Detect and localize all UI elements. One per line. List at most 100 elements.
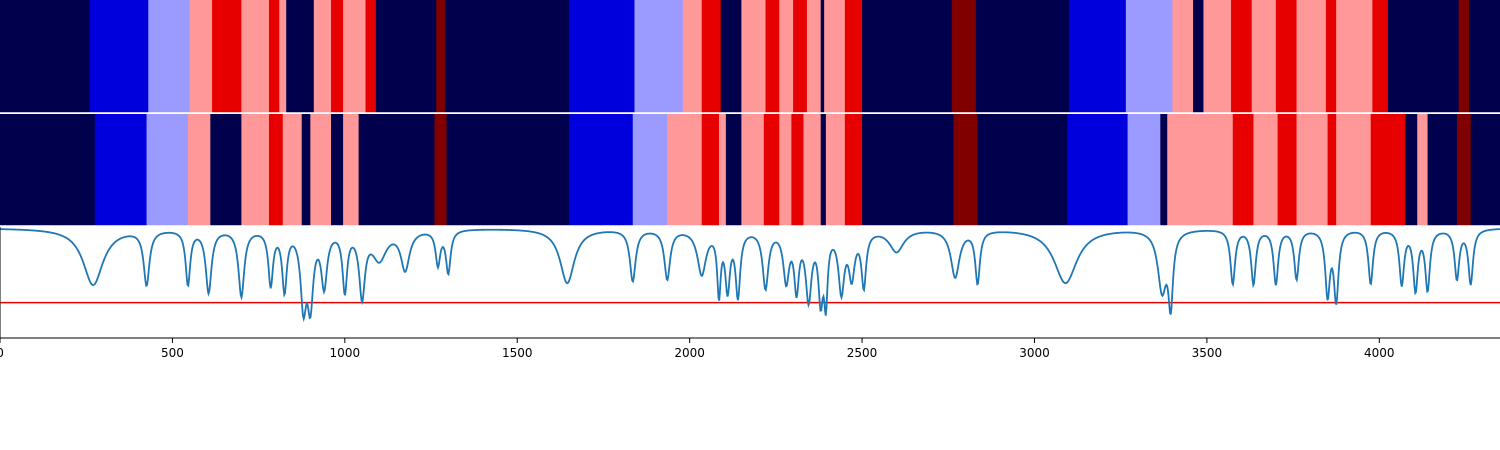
axes-group: 0 500 1000 1500 2000 2500 3000 3500 4000 <box>0 112 1500 360</box>
heatmap-2-segment <box>310 114 332 226</box>
heatmap-2-segment <box>718 114 727 226</box>
heatmap-2-segment <box>301 114 311 226</box>
heatmap-1-segment <box>0 0 91 113</box>
heatmap-2-segment <box>862 114 955 226</box>
x-tick-label: 500 <box>161 346 184 360</box>
heatmap-2-segment <box>632 114 668 226</box>
heatmap-1-segment <box>793 0 808 113</box>
heatmap-2-segment <box>825 114 846 226</box>
heatmap-1-segment <box>1251 0 1277 113</box>
heatmap-2-segment <box>779 114 792 226</box>
heatmap-2-segment <box>446 114 570 226</box>
x-tick-label: 0 <box>0 346 4 360</box>
heatmap-2-segment <box>1427 114 1458 226</box>
heatmap-2-segment <box>803 114 822 226</box>
lineplot-panel <box>0 227 1500 338</box>
heatmap-2-segment <box>725 114 742 226</box>
heatmap-2-segment <box>0 114 96 226</box>
heatmap-2-segment <box>434 114 448 226</box>
heatmap-2-segment <box>1232 114 1255 226</box>
heatmap-track-2 <box>0 114 1500 226</box>
heatmap-1-segment <box>820 0 825 113</box>
series-line <box>0 228 1500 323</box>
heatmap-1-segment <box>375 0 437 113</box>
heatmap-2-segment <box>282 114 303 226</box>
heatmap-2-segment <box>1253 114 1279 226</box>
x-tick-label: 3500 <box>1192 346 1223 360</box>
heatmap-2-segment <box>820 114 827 226</box>
x-tick-label: 2000 <box>674 346 705 360</box>
heatmap-2-segment <box>1160 114 1168 226</box>
heatmap-2-segment <box>977 114 1068 226</box>
heatmap-2-segment <box>1067 114 1129 226</box>
heatmap-2-segment <box>1456 114 1472 226</box>
heatmap-2-segment <box>358 114 436 226</box>
heatmap-2-segment <box>568 114 634 226</box>
x-tick-label: 1000 <box>330 346 361 360</box>
x-tick-label: 1500 <box>502 346 533 360</box>
heatmap-2-segment <box>701 114 720 226</box>
heatmap-1-segment <box>1125 0 1174 113</box>
heatmap-2-segment <box>331 114 344 226</box>
heatmap-2-segment <box>953 114 979 226</box>
heatmap-1-segment <box>806 0 822 113</box>
heatmap-1-segment <box>89 0 149 113</box>
heatmap-1-segment <box>148 0 191 113</box>
heatmap-2-segment <box>1296 114 1329 226</box>
heatmap-2-segment <box>1167 114 1234 226</box>
heatmap-2-segment <box>1277 114 1298 226</box>
heatmap-1-segment <box>1275 0 1298 113</box>
heatmap-1-segment <box>824 0 846 113</box>
heatmap-1-segment <box>1193 0 1205 113</box>
heatmap-1-segment <box>365 0 377 113</box>
heatmap-2-segment <box>1127 114 1161 226</box>
heatmap-1-segment <box>279 0 287 113</box>
x-ticks: 0 500 1000 1500 2000 2500 3000 3500 4000 <box>0 338 1395 360</box>
heatmap-1-segment <box>286 0 315 113</box>
heatmap-2-segment <box>1470 114 1500 226</box>
heatmap-1-segment <box>212 0 242 113</box>
heatmap-2-segment <box>791 114 805 226</box>
heatmap-2-segment <box>741 114 765 226</box>
heatmap-2-segment <box>844 114 863 226</box>
heatmap-1-segment <box>701 0 722 113</box>
heatmap-1-segment <box>189 0 213 113</box>
heatmap-1-segment <box>765 0 780 113</box>
heatmap-1-segment <box>682 0 703 113</box>
heatmap-2-segment <box>241 114 270 226</box>
heatmap-2-segment <box>763 114 780 226</box>
heatmap-1-segment <box>975 0 1070 113</box>
heatmap-1-segment <box>862 0 953 113</box>
heatmap-2-segment <box>1336 114 1372 226</box>
heatmap-2-segment <box>210 114 242 226</box>
heatmap-1-segment <box>313 0 332 113</box>
heatmap-1-segment <box>1068 0 1127 113</box>
heatmap-2-segment <box>146 114 189 226</box>
heatmap-1-segment <box>1468 0 1500 113</box>
heatmap-2-segment <box>187 114 211 226</box>
heatmap-2-segment <box>1417 114 1429 226</box>
heatmap-1-segment <box>779 0 794 113</box>
heatmap-1-segment <box>343 0 367 113</box>
heatmap-1-segment <box>568 0 636 113</box>
heatmap-2-segment <box>94 114 148 226</box>
heatmap-1-segment <box>1231 0 1253 113</box>
plot-background <box>0 227 1500 338</box>
heatmap-1-segment <box>444 0 570 113</box>
heatmap-track-1 <box>0 0 1500 113</box>
heatmap-1-segment <box>436 0 446 113</box>
heatmap-1-segment <box>268 0 280 113</box>
heatmap-1-segment <box>1203 0 1232 113</box>
heatmap-1-segment <box>1296 0 1327 113</box>
heatmap-1-segment <box>1325 0 1337 113</box>
heatmap-1-segment <box>634 0 684 113</box>
heatmap-1-segment <box>1372 0 1389 113</box>
heatmap-2-segment <box>1405 114 1418 226</box>
heatmap-1-segment <box>720 0 742 113</box>
heatmap-1-segment <box>741 0 767 113</box>
heatmap-2-segment <box>343 114 360 226</box>
heatmap-1-segment <box>241 0 270 113</box>
heatmap-1-segment <box>1172 0 1194 113</box>
heatmap-2-segment <box>1370 114 1406 226</box>
